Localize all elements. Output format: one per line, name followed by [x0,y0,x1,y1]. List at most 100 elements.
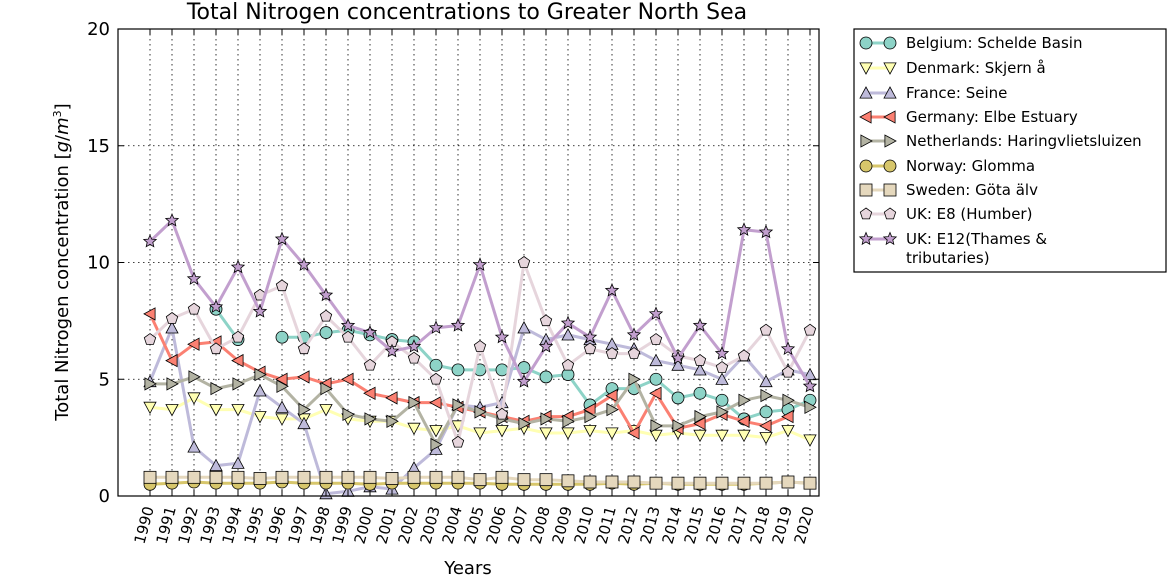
data-point-sweden-g-ta-lv [429,470,443,484]
legend-marker [883,159,897,173]
data-point-denmark-skjern [781,425,795,438]
legend-item-netherlands-haringvlietsluizen: Netherlands: Haringvlietsluizen [860,132,1142,150]
data-point-netherlands-haringvlietsluizen [276,379,289,393]
data-point-germany-elbe-estuary [737,414,750,428]
data-point-denmark-skjern [429,425,443,438]
data-point-france-seine [209,458,223,472]
data-point-sweden-g-ta-lv [165,470,179,484]
legend-item-germany-elbe-estuary: Germany: Elbe Estuary [859,108,1078,126]
y-axis-unit-g: g [52,141,73,152]
data-point-denmark-skjern [165,404,179,417]
data-point-germany-elbe-estuary [187,337,200,351]
data-point-netherlands-haringvlietsluizen [606,402,619,417]
data-point-netherlands-haringvlietsluizen [430,437,443,452]
data-point-netherlands-haringvlietsluizen [386,414,399,428]
series-group [142,212,818,500]
legend-marker [859,110,872,124]
data-point-belgium-schelde-basin [649,372,663,386]
data-point-denmark-skjern [275,413,289,426]
data-point-uk-e12-thames-tributaries [626,327,642,341]
data-point-sweden-g-ta-lv [143,470,157,484]
legend-label: UK: E12(Thames & tributaries) [906,230,1047,267]
data-point-netherlands-haringvlietsluizen [584,409,597,424]
y-axis-unit-m: m [52,117,73,135]
data-point-uk-e12-thames-tributaries [274,231,290,246]
data-point-uk-e8-humber [143,333,157,345]
data-point-uk-e12-thames-tributaries [494,329,510,344]
data-point-belgium-schelde-basin [429,358,443,372]
data-point-uk-e8-humber [627,347,641,359]
data-point-sweden-g-ta-lv [209,470,223,484]
data-point-denmark-skjern [407,422,421,436]
data-point-uk-e8-humber [319,309,333,322]
data-point-uk-e12-thames-tributaries [582,329,598,344]
legend-label: Norway: Glomma [906,157,1035,175]
legend: Belgium: Schelde Basin Denmark: Skjern å F… [853,28,1167,273]
data-point-netherlands-haringvlietsluizen [562,414,575,428]
data-point-belgium-schelde-basin [275,330,289,344]
data-point-germany-elbe-estuary [429,395,442,410]
data-point-denmark-skjern [143,401,157,415]
legend-marker [859,159,873,173]
series-sweden-g-ta-lv [143,470,817,490]
legend-marker [883,86,897,99]
data-point-denmark-skjern [737,429,751,443]
data-point-uk-e12-thames-tributaries [472,257,488,271]
data-point-uk-e12-thames-tributaries [296,257,312,271]
data-point-netherlands-haringvlietsluizen [760,388,773,403]
data-point-netherlands-haringvlietsluizen [782,393,795,407]
legend-marker [859,207,873,220]
data-point-netherlands-haringvlietsluizen [716,405,729,419]
data-point-belgium-schelde-basin [693,386,707,400]
axis-ticks: 0510152019901991199219931994199519961997… [87,19,819,546]
legend-item-denmark-skjern: Denmark: Skjern å [859,59,1046,77]
legend-label: Belgium: Schelde Basin [906,34,1082,52]
data-point-netherlands-haringvlietsluizen [364,412,377,426]
data-point-germany-elbe-estuary [605,388,618,403]
data-point-netherlands-haringvlietsluizen [672,419,685,433]
data-point-germany-elbe-estuary [693,416,706,431]
data-point-uk-e12-thames-tributaries [252,303,268,318]
legend-marker [882,231,898,246]
data-point-france-seine [759,374,773,388]
data-point-uk-e8-humber [209,342,223,355]
data-point-denmark-skjern [319,404,333,417]
y-tick-label: 0 [99,486,110,507]
data-point-denmark-skjern [187,392,201,405]
data-point-belgium-schelde-basin [715,393,729,407]
legend-item-uk-e12-thames-tributaries: UK: E12(Thames & tributaries) [858,230,1047,267]
data-point-sweden-g-ta-lv [473,473,487,487]
data-point-france-seine [165,321,179,334]
data-point-denmark-skjern [253,411,267,424]
data-point-netherlands-haringvlietsluizen [188,370,201,384]
data-point-uk-e8-humber [517,256,531,268]
legend-marker [859,36,873,50]
y-tick-label: 5 [99,369,110,390]
data-point-sweden-g-ta-lv [495,470,509,484]
data-point-sweden-g-ta-lv [319,470,333,484]
data-point-sweden-g-ta-lv [385,472,399,485]
data-point-netherlands-haringvlietsluizen [694,409,707,424]
data-point-uk-e12-thames-tributaries [428,320,444,334]
chart-title: Total Nitrogen concentrations to Greater… [186,0,747,25]
data-point-denmark-skjern [803,434,817,447]
data-point-uk-e8-humber [583,342,597,355]
data-point-netherlands-haringvlietsluizen [474,405,487,419]
data-point-denmark-skjern [209,404,223,417]
y-tick-label: 10 [87,253,110,274]
data-point-sweden-g-ta-lv [583,475,597,489]
data-point-netherlands-haringvlietsluizen [650,419,663,433]
legend-marker [860,134,873,148]
data-point-sweden-g-ta-lv [693,476,707,490]
data-point-denmark-skjern [605,427,619,440]
data-point-sweden-g-ta-lv [539,473,553,487]
data-point-netherlands-haringvlietsluizen [408,395,421,410]
data-point-germany-elbe-estuary [781,409,794,424]
data-point-france-seine [275,400,289,413]
data-point-uk-e12-thames-tributaries [406,339,422,353]
data-point-netherlands-haringvlietsluizen [210,381,223,396]
x-axis-label: Years [443,558,492,579]
data-point-uk-e12-thames-tributaries [186,271,202,285]
legend-label: France: Seine [906,84,1007,102]
